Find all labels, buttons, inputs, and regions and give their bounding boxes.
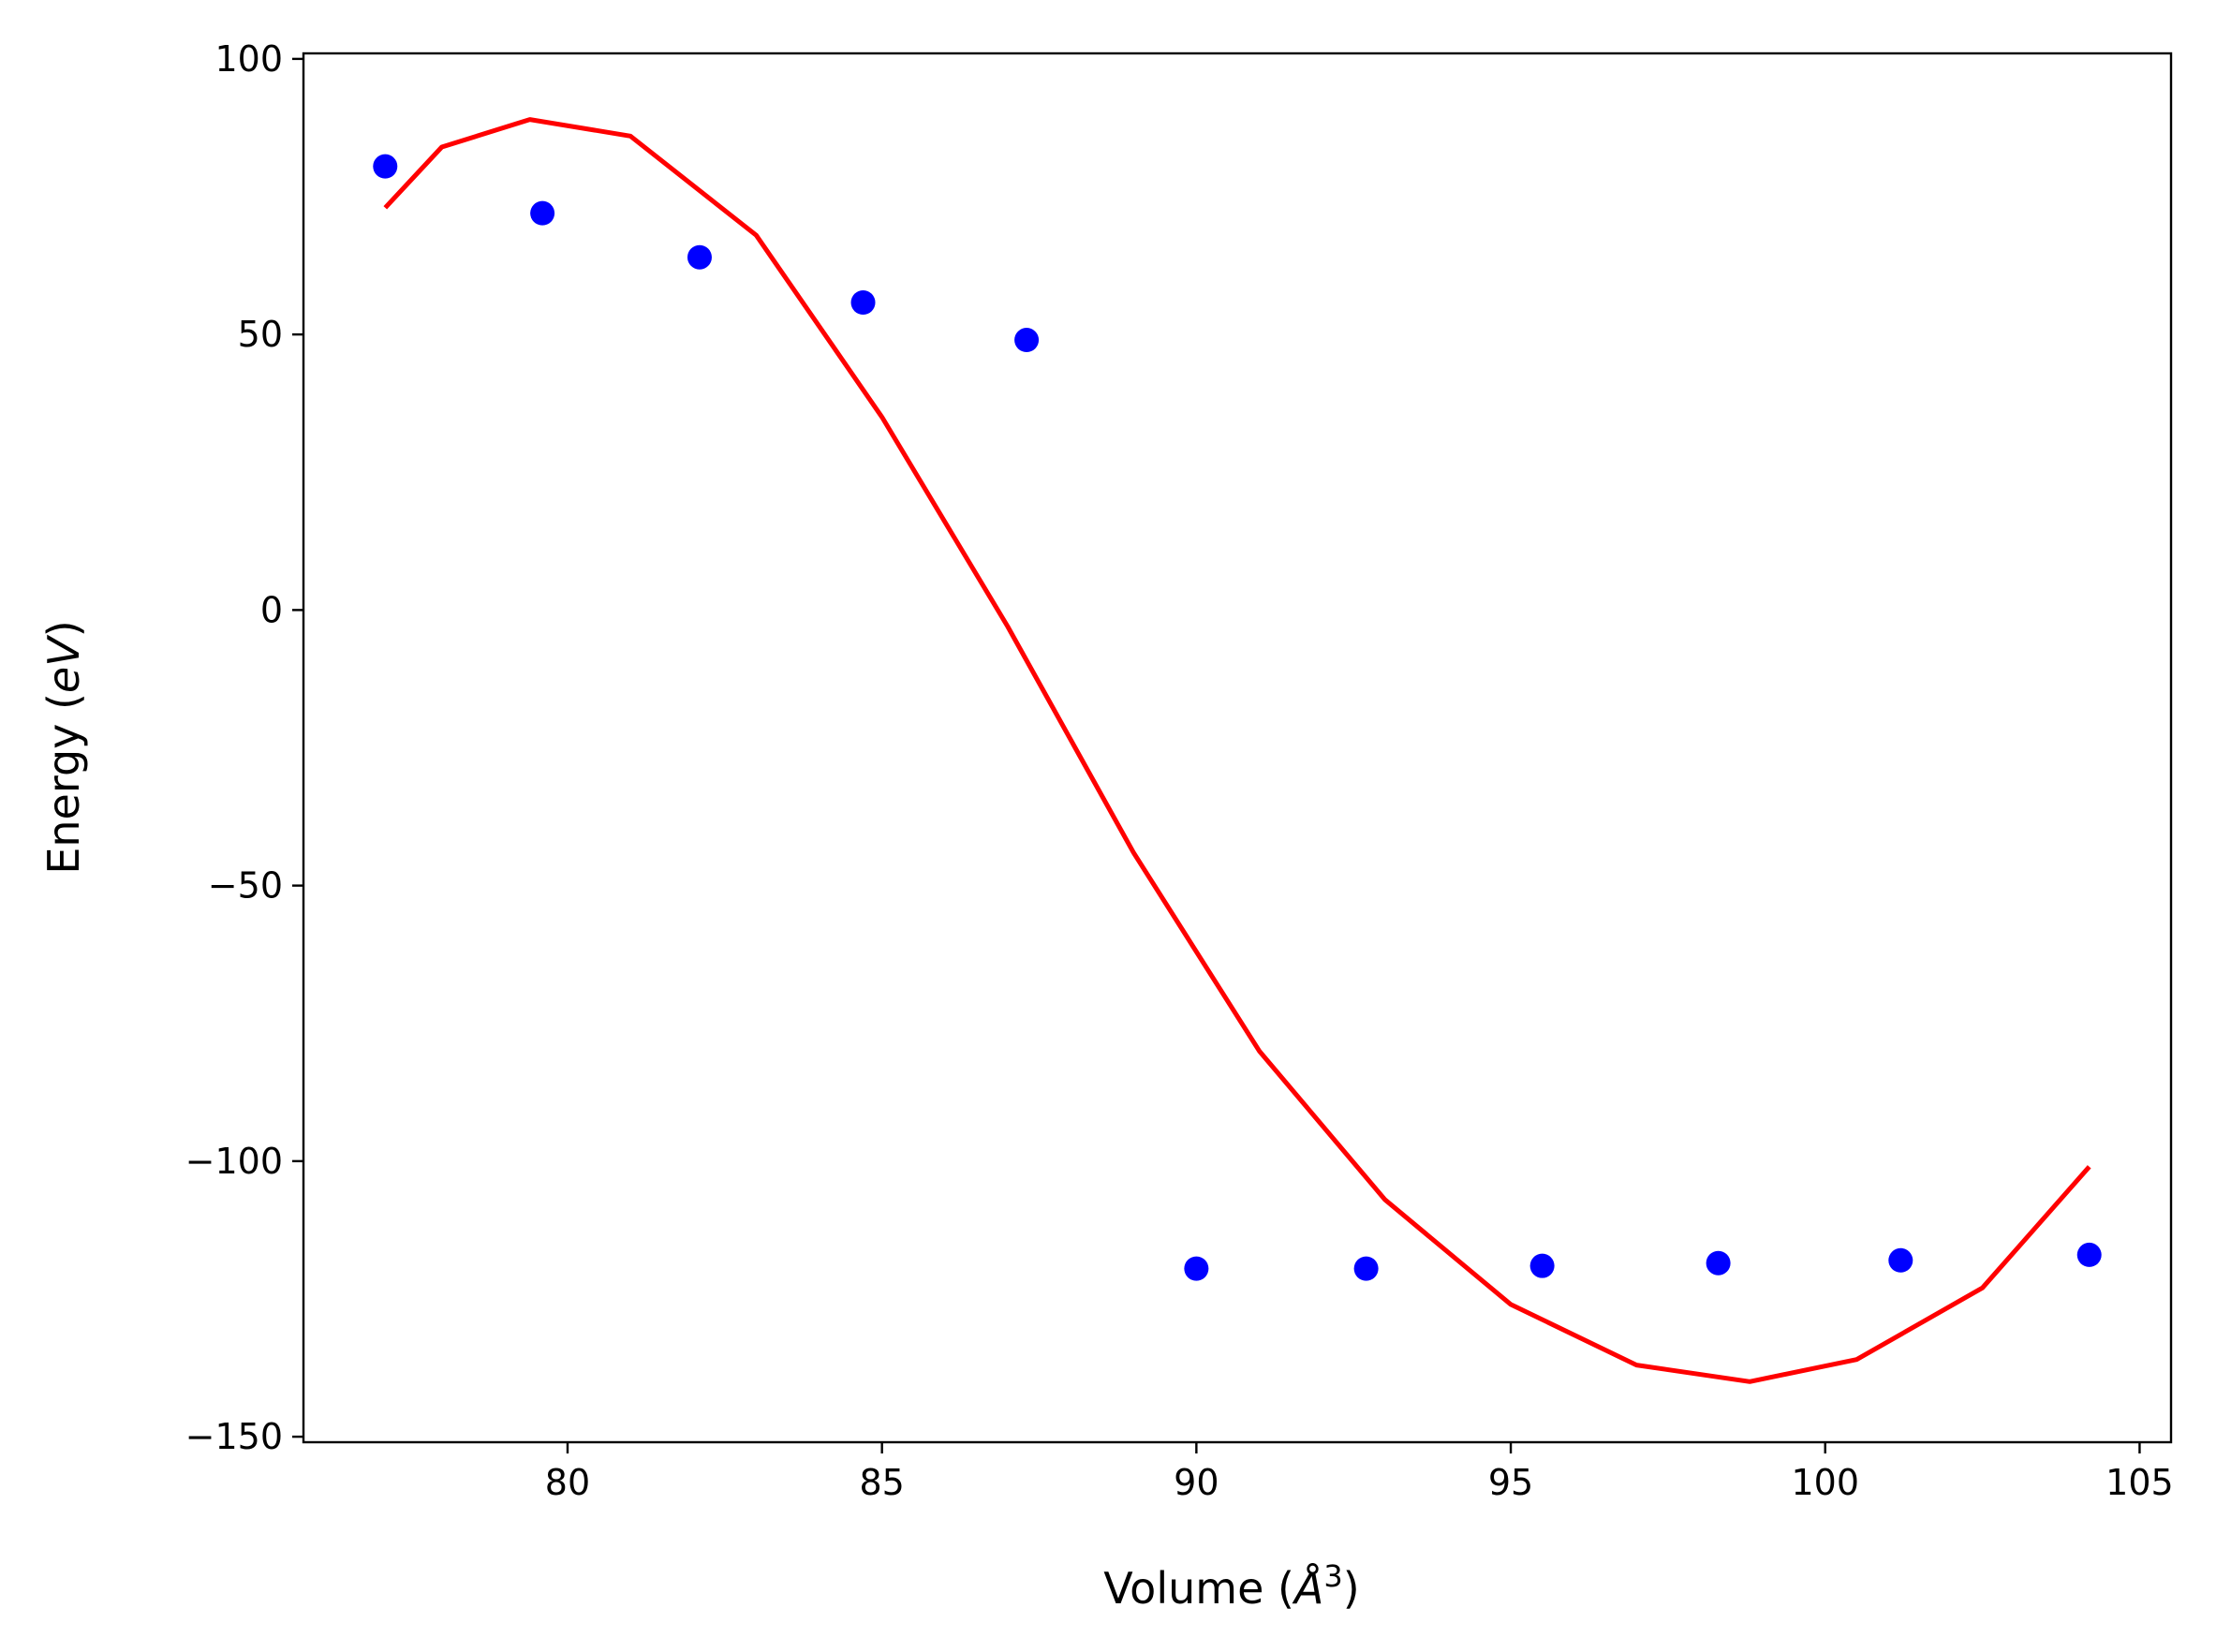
plot-frame [302, 52, 2173, 1444]
y-tick-label: 50 [238, 314, 283, 355]
data-point [1888, 1247, 1913, 1273]
x-tick-label: 105 [2105, 1462, 2174, 1503]
x-tick-label: 85 [859, 1462, 904, 1503]
y-tick-label: −50 [208, 865, 283, 907]
x-axis-label-unit: Å [1292, 1563, 1323, 1614]
y-axis-label-close: ) [38, 620, 89, 637]
x-axis-label-exponent: 3 [1323, 1558, 1342, 1594]
chart-marks [373, 117, 2102, 1384]
x-tick-label: 90 [1174, 1462, 1219, 1503]
y-tick-label: −150 [185, 1416, 283, 1457]
data-point [373, 154, 398, 179]
x-tick-label: 100 [1791, 1462, 1859, 1503]
x-tick-label: 80 [545, 1462, 590, 1503]
x-axis-label-close: ) [1343, 1563, 1360, 1614]
y-tick-label: 100 [214, 38, 283, 80]
data-point [1014, 328, 1040, 353]
data-point [1353, 1256, 1379, 1281]
axis-ticks: 80 85 90 95 100 105 100 50 0 −50 −100 −150 [185, 38, 2174, 1503]
x-axis-label-text: Volume ( [1103, 1563, 1294, 1614]
x-tick-label: 95 [1488, 1462, 1533, 1503]
data-point [1184, 1256, 1209, 1281]
y-axis-label-unit: eV [38, 634, 89, 693]
data-point [1529, 1253, 1555, 1278]
y-axis-label: Energy (eV) [38, 620, 89, 874]
y-axis-label-text: Energy ( [38, 693, 89, 875]
data-point [530, 200, 555, 226]
data-point [850, 289, 876, 315]
data-point [1706, 1250, 1731, 1276]
y-tick-label: 0 [260, 589, 283, 630]
y-tick-label: −100 [185, 1141, 283, 1182]
data-point [687, 244, 712, 270]
x-axis-label: Volume (Å3) [1103, 1558, 1359, 1614]
data-point [2076, 1242, 2102, 1267]
fit-line [383, 117, 2091, 1384]
